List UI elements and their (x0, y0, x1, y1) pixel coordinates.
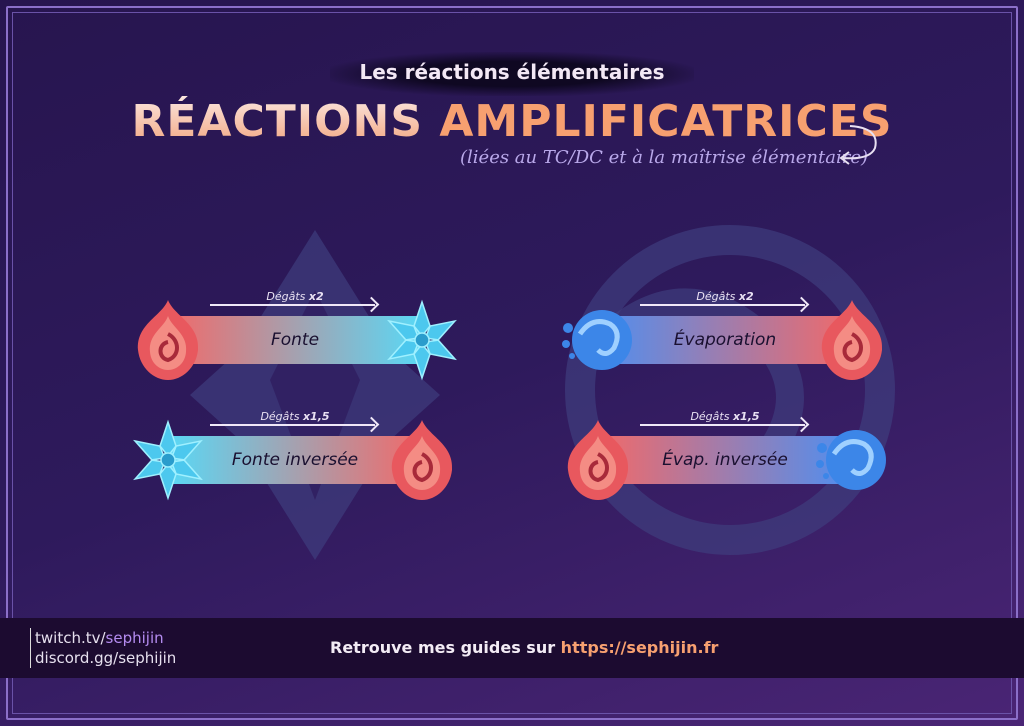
subtitle-backdrop (330, 52, 694, 96)
guide-text: Retrouve mes guides sur https://sephijin… (330, 638, 719, 657)
damage-label: Dégâts x1,5 (690, 410, 760, 423)
damage-label: Dégâts x2 (696, 290, 754, 303)
reaction-name: Fonte (270, 330, 320, 350)
reaction-0: Dégâts x2 Fonte (130, 290, 460, 382)
arrow-right-icon (210, 424, 375, 426)
damage-label: Dégâts x2 (266, 290, 324, 303)
reaction-bar: Fonte inversée (170, 436, 420, 484)
title-part-1: RÉACTIONS (131, 96, 424, 147)
reaction-1: Dégâts x1,5 Fonte inversée (130, 410, 460, 502)
hydro-icon (814, 418, 890, 502)
arrow-right-icon (640, 304, 805, 306)
cryo-icon (384, 298, 460, 382)
reaction-bar: Évaporation (600, 316, 850, 364)
twitch-link[interactable]: twitch.tv/sephijin (35, 629, 164, 647)
reaction-3: Dégâts x1,5 Évap. inversée (560, 410, 890, 500)
social-links: twitch.tv/sephijin discord.gg/sephijin (30, 628, 176, 668)
reaction-name: Fonte inversée (231, 450, 359, 470)
inner-frame (12, 12, 1012, 714)
pyro-icon (814, 298, 890, 382)
discord-link[interactable]: discord.gg/sephijin (35, 649, 177, 667)
title-note: (liées au TC/DC et à la maîtrise élément… (460, 147, 869, 168)
outer-frame (6, 6, 1018, 720)
damage-label: Dégâts x1,5 (260, 410, 330, 423)
reaction-name: Évaporation (673, 330, 777, 350)
pyro-icon (130, 298, 206, 382)
cryo-icon (130, 418, 206, 502)
subtitle: Les réactions élémentaires (359, 60, 665, 84)
reaction-name: Évap. inversée (662, 450, 788, 470)
title-part-2: AMPLIFICATRICES (439, 96, 893, 147)
curved-arrow-icon (839, 125, 877, 165)
reaction-bar: Évap. inversée (600, 436, 850, 484)
reaction-2: Dégâts x2 Évaporation (560, 290, 890, 380)
hydro-background-emblem (565, 225, 895, 555)
cryo-background-emblem (190, 230, 440, 560)
website-link[interactable]: https://sephijin.fr (560, 638, 719, 657)
pyro-icon (384, 418, 460, 502)
page-title: RÉACTIONS AMPLIFICATRICES (0, 96, 1024, 147)
arrow-right-icon (210, 304, 375, 306)
footer-bar (0, 618, 1024, 678)
hydro-icon (560, 298, 636, 382)
arrow-right-icon (640, 424, 805, 426)
reaction-bar: Fonte (170, 316, 420, 364)
pyro-icon (560, 418, 636, 502)
